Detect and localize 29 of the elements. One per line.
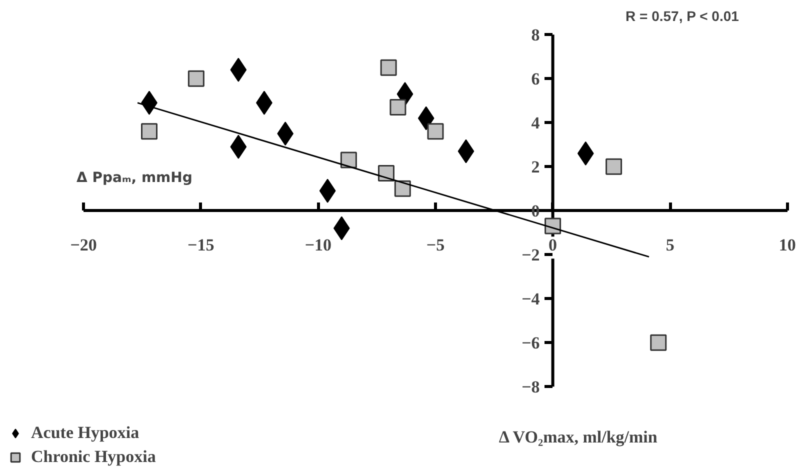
point <box>141 123 158 140</box>
point <box>340 152 357 168</box>
y-tick-label: 6 <box>531 70 540 89</box>
legend-label: Chronic Hypoxia <box>31 447 156 467</box>
y-tick-label: 4 <box>531 114 540 133</box>
point <box>606 158 622 175</box>
x-axis-title: Δ VO₂max, ml/kg/min <box>498 427 658 446</box>
x-tick-label: −15 <box>188 236 214 255</box>
x-tick-label: −20 <box>70 236 97 255</box>
y-tick-label: −6 <box>522 334 540 353</box>
x-tick-label: 10 <box>778 236 796 255</box>
x-tick-label: −5 <box>426 236 445 255</box>
x-tick-label: 0 <box>548 236 558 255</box>
point <box>380 59 397 76</box>
y-tick-label: −8 <box>522 378 540 397</box>
x-tick-label: 5 <box>666 236 674 255</box>
point <box>650 334 667 351</box>
y-tick-label: −4 <box>522 290 540 309</box>
text: R = 0.57, P < 0.01 <box>626 8 740 24</box>
y-tick-label: 2 <box>531 158 540 177</box>
point <box>390 98 406 116</box>
legend-label: Acute Hypoxia <box>31 423 140 443</box>
x-tick-label: −10 <box>304 236 332 255</box>
point <box>394 180 411 197</box>
point <box>188 70 204 87</box>
point <box>427 123 444 140</box>
y-axis-title: Δ Ppaₘ, mmHg <box>76 170 192 186</box>
y-tick-label: 8 <box>531 26 540 45</box>
y-tick-label: −2 <box>522 246 540 265</box>
